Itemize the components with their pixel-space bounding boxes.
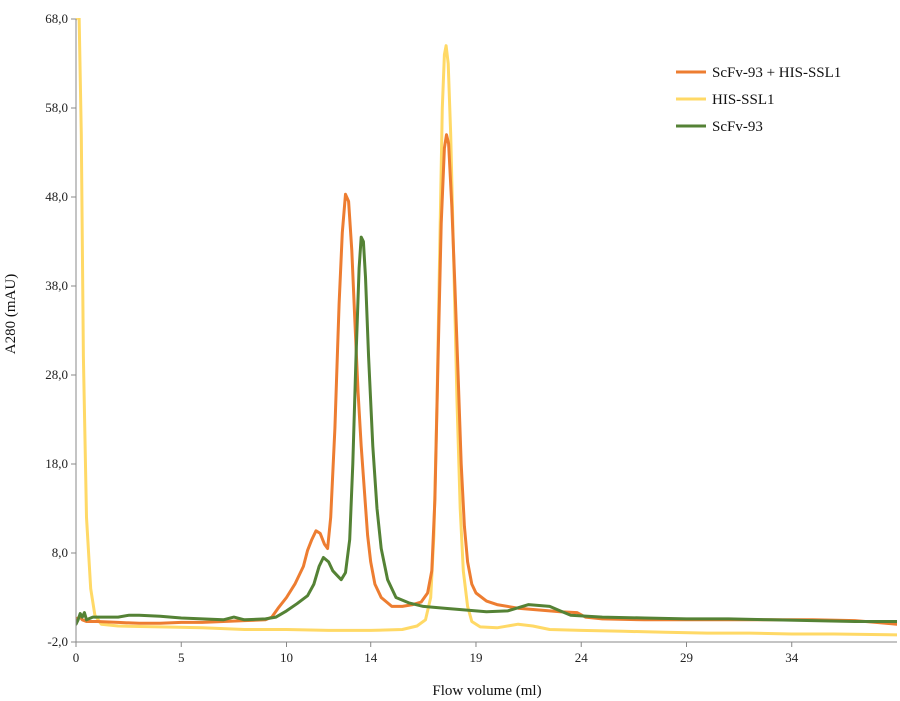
- x-tick-label: 5: [178, 650, 185, 665]
- y-tick-label: 8,0: [52, 545, 68, 560]
- y-tick-label: 38,0: [45, 278, 68, 293]
- y-tick-label: 28,0: [45, 367, 68, 382]
- x-axis-ticks: 0 5 10 14 19 24 29 34: [73, 642, 799, 665]
- y-tick-label: 18,0: [45, 456, 68, 471]
- x-tick-label: 0: [73, 650, 80, 665]
- x-axis-title: Flow volume (ml): [432, 683, 541, 699]
- y-tick-label: 58,0: [45, 100, 68, 115]
- legend-label: ScFv-93: [712, 119, 763, 135]
- x-tick-label: 19: [469, 650, 482, 665]
- series-line-0: [76, 133, 897, 626]
- x-tick-label: 14: [364, 650, 378, 665]
- legend-label: HIS-SSL1: [712, 92, 775, 108]
- x-tick-label: 29: [680, 650, 693, 665]
- y-tick-label: 48,0: [45, 189, 68, 204]
- y-tick-label: -2,0: [47, 634, 68, 649]
- x-tick-label: 10: [280, 650, 293, 665]
- x-tick-label: 34: [785, 650, 799, 665]
- y-tick-label: 68,0: [45, 11, 68, 26]
- y-axis-title: A280 (mAU): [3, 274, 19, 354]
- series-line-1: [76, 18, 897, 637]
- series-line-2: [76, 235, 897, 626]
- series-layer: [76, 18, 897, 637]
- legend-label: ScFv-93 + HIS-SSL1: [712, 65, 841, 81]
- legend: ScFv-93 + HIS-SSL1 HIS-SSL1 ScFv-93: [676, 65, 841, 135]
- y-axis-ticks: -2,0 8,0 18,0 28,0 38,0 48,0 58,0 68,0: [45, 11, 76, 649]
- x-tick-label: 24: [575, 650, 589, 665]
